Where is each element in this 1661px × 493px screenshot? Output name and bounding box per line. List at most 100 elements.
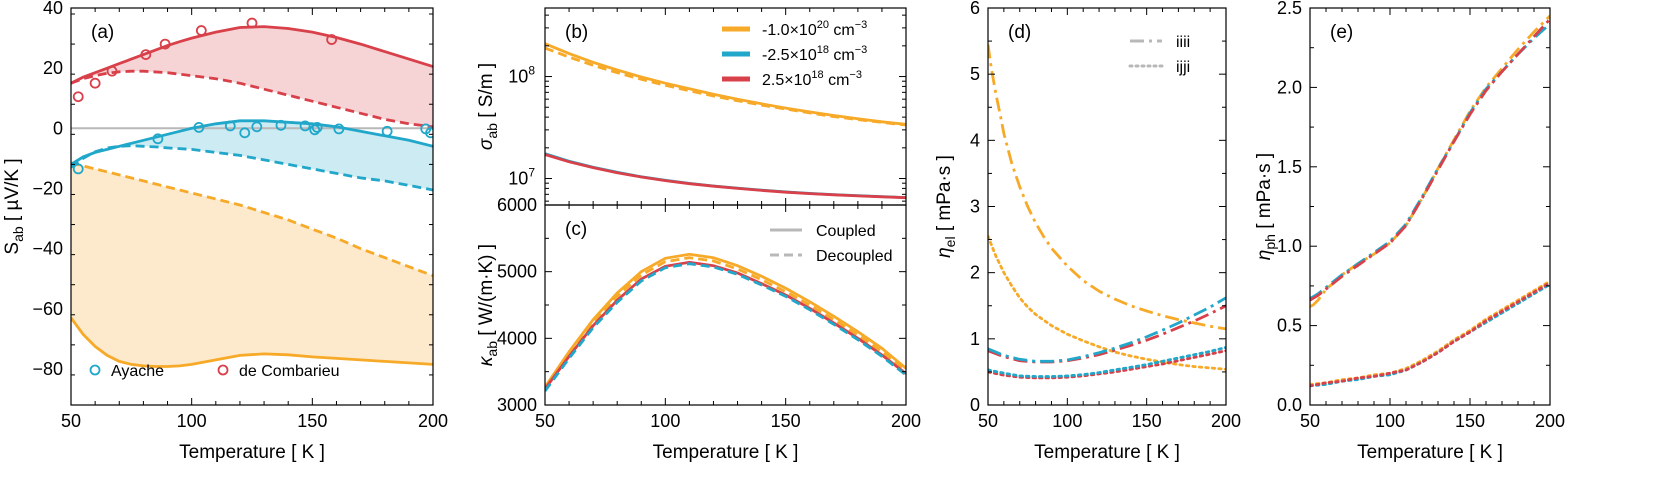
marker-de-combarieu	[106, 65, 118, 77]
series-line-b-3	[545, 153, 906, 200]
y-tick-label: −60	[32, 299, 63, 319]
y-tick-label: 3000	[497, 395, 537, 415]
marker-ayache	[381, 125, 393, 137]
marker-ayache	[425, 127, 433, 139]
y-label-symbol: η	[1254, 250, 1275, 261]
marker-ayache	[275, 119, 287, 131]
y-axis-label: ηel [ mPa·s ]	[934, 155, 958, 258]
panel-e: 50 100 150 200 Temperature [ K ] 0.0 0.5 1.0 1.5…	[1254, 0, 1565, 463]
marker-ayache	[299, 120, 311, 132]
series-line-c-3	[545, 262, 906, 392]
series-line-e-1	[1310, 22, 1550, 300]
y-tick-label: 4	[970, 130, 980, 150]
panel-d: 50 100 150 200 Temperature [ K ] 0 1 2 3 4 5 6 ηel […	[934, 0, 1241, 463]
y-label-symbol: η	[934, 247, 955, 258]
x-tick-label: 150	[297, 411, 327, 431]
x-axis-label: Temperature [ K ]	[1034, 442, 1180, 463]
marker-de-combarieu	[72, 91, 84, 103]
legend-unit-exponent: −3	[849, 69, 862, 81]
series-line-c-0	[545, 252, 906, 388]
x-tick-label: 200	[891, 411, 921, 431]
panel-label: (b)	[565, 22, 588, 43]
x-axis-label: Temperature [ K ]	[653, 442, 799, 463]
panel-frame-d	[987, 7, 1227, 406]
y-label-subscript: el	[942, 236, 958, 247]
series-line-c-2	[545, 260, 906, 390]
legend-unit: cm	[829, 47, 855, 64]
y-tick-label: 1.0	[1277, 236, 1302, 256]
panel-label: (a)	[91, 22, 114, 43]
series-line-d-1	[988, 234, 1226, 371]
legend-label: -1.0×1020 cm−3	[762, 19, 867, 39]
y-label-symbol: κ	[476, 355, 497, 366]
x-tick-label: 150	[1132, 411, 1162, 431]
y-tick-label: 6	[970, 0, 980, 18]
y-label-unit: [ mPa·s ]	[934, 155, 955, 236]
y-tick-label: 107	[508, 166, 535, 189]
y-axis-label: ηph [ mPa·s ]	[1254, 153, 1278, 260]
series-line-b-2	[545, 152, 906, 199]
series-line-a-0	[71, 316, 433, 368]
x-tick-label: 200	[1211, 411, 1241, 431]
x-tick-label: 200	[1535, 411, 1565, 431]
y-tick-label: 2.5	[1277, 0, 1302, 18]
x-tick-label: 50	[535, 411, 555, 431]
series-line-a-1	[71, 161, 433, 278]
x-tick-label: 100	[177, 411, 207, 431]
legend-unit-exponent: −3	[855, 19, 868, 31]
marker-de-combarieu	[246, 17, 258, 29]
series-line-d-0	[988, 44, 1226, 331]
legend-label: Coupled	[816, 223, 876, 240]
y-tick-label: 2	[970, 263, 980, 283]
y-tick-label: 1.5	[1277, 157, 1302, 177]
series-line-e-3	[1310, 279, 1550, 386]
series-line-e-4	[1310, 282, 1550, 388]
y-label-unit: [ mPa·s ]	[1254, 153, 1275, 234]
series-line-c-1	[545, 256, 906, 390]
series-line-e-5	[1310, 281, 1550, 388]
series-line-d-3	[988, 296, 1226, 363]
legend-mantissa: -2.5×10	[762, 47, 817, 64]
y-tick-label: 4000	[497, 328, 537, 348]
y-tick-label: 20	[43, 58, 63, 78]
marker-de-combarieu	[195, 25, 207, 36]
marker-ayache	[309, 124, 321, 136]
y-tick-label: −20	[32, 178, 63, 198]
legend-unit-exponent: −3	[855, 44, 868, 56]
marker-ayache	[251, 121, 263, 133]
y-tick-label: 5000	[497, 262, 537, 282]
plot-area-d	[988, 44, 1226, 380]
marker-ayache	[333, 123, 345, 135]
series-line-a-3	[71, 144, 433, 192]
marker-de-combarieu	[89, 77, 101, 89]
y-tick-mantissa: 10	[508, 169, 528, 189]
y-tick-exponent: 7	[528, 166, 535, 180]
marker-ayache	[239, 127, 251, 139]
legend-marker	[89, 364, 101, 376]
plot-area-b	[545, 42, 906, 200]
y-tick-label: 3	[970, 197, 980, 217]
y-tick-label: 5	[970, 64, 980, 84]
y-label-subscript: ph	[1262, 234, 1278, 250]
series-line-e-0	[1310, 14, 1550, 308]
legend-exponent: 18	[811, 69, 823, 81]
y-label-unit: [ µV/K ]	[2, 158, 23, 226]
x-tick-label: 50	[1300, 411, 1320, 431]
legend-label: Ayache	[111, 363, 164, 380]
legend-label: -2.5×1018 cm−3	[762, 44, 867, 64]
panel-label: (e)	[1330, 22, 1353, 43]
marker-ayache	[311, 122, 323, 133]
marker-ayache	[152, 133, 164, 145]
y-label-symbol: σ	[476, 137, 497, 150]
x-tick-label: 100	[1375, 411, 1405, 431]
series-line-d-2	[988, 304, 1226, 364]
series-line-a-5	[71, 69, 433, 129]
marker-ayache	[72, 163, 84, 175]
y-tick-label: −40	[32, 239, 63, 259]
y-label-subscript: ab	[484, 123, 500, 139]
x-tick-label: 50	[978, 411, 998, 431]
legend-unit: cm	[829, 22, 855, 39]
panel-label: (c)	[565, 219, 587, 240]
